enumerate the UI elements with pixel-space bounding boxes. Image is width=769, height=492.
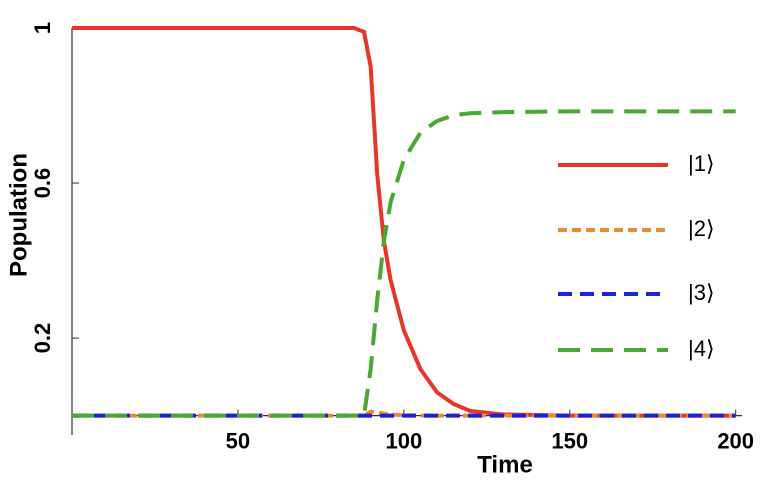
x-tick-label: 50 — [226, 428, 250, 453]
x-tick-label: 200 — [717, 428, 754, 453]
y-tick-label: 0.6 — [30, 168, 55, 199]
x-tick-label: 150 — [551, 428, 588, 453]
y-axis-label: Population — [5, 153, 32, 277]
legend-label: |4⟩ — [688, 336, 715, 361]
y-tick-label: 1 — [30, 22, 55, 34]
series-line — [72, 26, 736, 418]
x-tick-label: 100 — [385, 428, 422, 453]
x-axis-label: Time — [477, 451, 533, 478]
series-line — [72, 109, 736, 418]
legend-label: |3⟩ — [688, 280, 715, 305]
legend-label: |2⟩ — [688, 216, 715, 241]
y-tick-label: 0.2 — [30, 323, 55, 354]
legend-label: |1⟩ — [688, 151, 715, 176]
